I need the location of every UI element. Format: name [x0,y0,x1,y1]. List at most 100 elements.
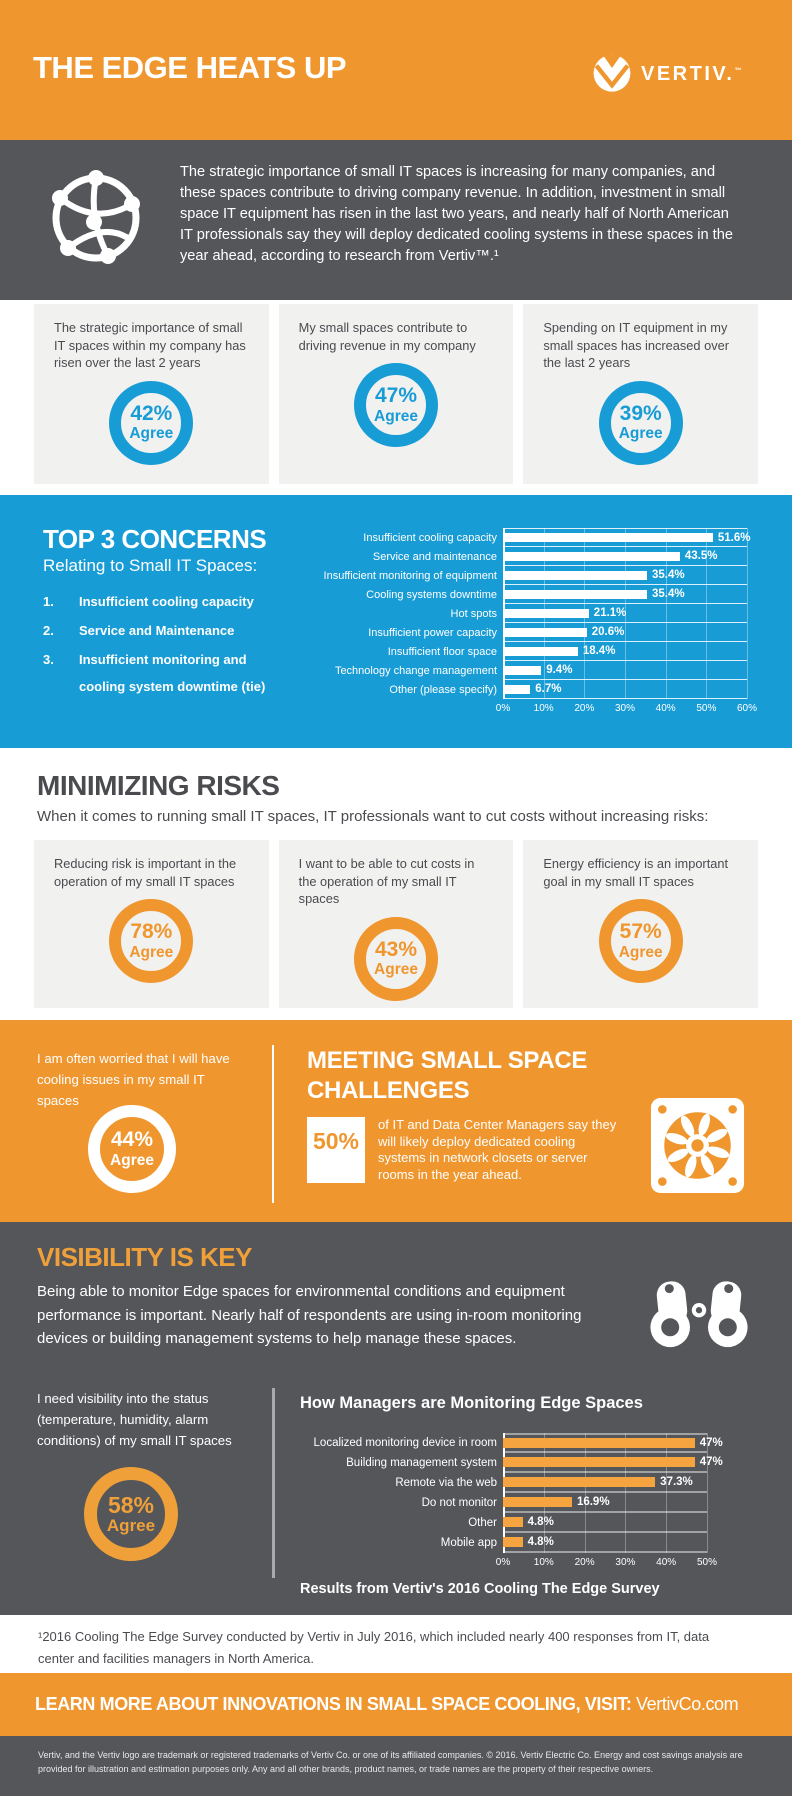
stat-statement: I want to be able to cut costs in the op… [298,856,475,906]
chart-track: 16.9% [503,1493,707,1513]
agree-label: Agree [106,1515,156,1535]
chart-value-label: 47% [699,1456,723,1468]
chart-caption: Results from Vertiv's 2016 Cooling The E… [300,1581,660,1597]
chart-value-label: 21.1% [593,607,627,619]
chart-track: 4.8% [503,1513,707,1533]
vertiv-logo: VERTIV.™ [592,54,741,94]
list-item: 2. Service and Maintenance [43,617,293,644]
chart-bar [503,1477,656,1487]
chart-category-label: Insufficient monitoring of equipment [323,569,497,582]
trademark-symbol: ™ [734,66,742,74]
top-concerns-section: TOP 3 CONCERNS Relating to Small IT Spac… [0,495,792,748]
cta-link[interactable]: VertivCo.com [636,1694,739,1714]
chart-value-label: 18.4% [582,645,616,657]
chart-value-label: 37.3% [660,1476,693,1488]
stat-statement: I am often worried that I will have cool… [37,1051,230,1108]
chart-bar [503,570,647,580]
binoculars-icon [650,1281,748,1348]
chart-value-label: 20.6% [591,626,625,638]
chart-category-label: Mobile app [440,1537,497,1549]
agree-ring: 47% Agree [354,363,438,447]
chart-category-label: Insufficient floor space [387,645,497,658]
agree-label: Agree [618,425,663,442]
chart-title: How Managers are Monitoring Edge Spaces [300,1394,643,1412]
list-item: 1. Insufficient cooling capacity [43,588,293,615]
chart-category-label: Service and maintenance [372,550,497,563]
chart-gridline [625,1433,627,1553]
chart-bar [503,1497,572,1507]
stat-value: 44% [110,1128,154,1152]
chart-bar [503,1438,695,1448]
chart-gridline [543,1433,545,1553]
stat-statement: My small spaces contribute to driving re… [298,320,476,353]
vertiv-logo-icon [593,54,631,92]
agree-label: Agree [129,425,174,442]
chart-gridline [666,1433,668,1553]
chart-tick-label: 50% [696,1557,718,1568]
top-concerns-chart: Insufficient cooling capacity 51.6% Servic… [285,528,757,719]
stat-value: 78% [130,920,173,944]
chart-row: Insufficient floor space 18.4% [285,642,747,661]
chart-bar [503,646,578,656]
vertical-divider [272,1388,275,1578]
chart-bar [503,551,680,561]
list-number: 2. [43,623,54,638]
agree-ring: 44% Agree [88,1105,176,1193]
chart-gridline [584,1433,586,1553]
stat-card: Spending on IT equipment in my small spa… [523,304,759,484]
chart-category-label: Localized monitoring device in room [313,1437,497,1449]
cta-text: LEARN MORE ABOUT INNOVATIONS IN SMALL SP… [35,1694,775,1715]
chart-gridline [625,528,626,699]
chart-value-label: 4.8% [527,1536,554,1548]
big-stat-box: 50% [307,1117,365,1183]
chart-track: 9.4% [503,661,747,680]
chart-row: Mobile app 4.8% [300,1533,707,1553]
section-title: TOP 3 CONCERNS [43,524,267,554]
chart-tick-label: 30% [615,1557,636,1568]
chart-row: Localized monitoring device in room 47% [300,1433,723,1453]
chart-value-label: 9.4% [546,664,573,676]
chart-track: 21.1% [503,604,747,623]
header-banner: THE EDGE HEATS UP VERTIV.™ [0,0,792,140]
chart-row: Service and maintenance 43.5% [285,547,747,566]
footnote-section: ¹2016 Cooling The Edge Survey conducted … [0,1615,792,1673]
disclaimer-section: Vertiv, and the Vertiv logo are trademar… [0,1736,792,1796]
chart-track: 43.5% [503,547,747,566]
stat-value: 57% [619,920,662,944]
chart-tick-label: 0% [495,703,511,714]
stat-value: 43% [374,937,418,961]
big-stat-value: 50% [312,1128,360,1154]
chart-track: 37.3% [503,1473,707,1493]
section-title: VISIBILITY IS KEY [37,1242,252,1272]
stat-card: I want to be able to cut costs in the op… [278,840,514,1008]
stat-card: The strategic importance of small IT spa… [34,304,269,484]
chart-tick-label: 50% [696,703,717,714]
stat-card: Reducing risk is important in the operat… [34,840,269,1008]
chart-bar [503,684,531,694]
chart-gridline [747,528,748,699]
chart-value-label: 47% [699,1437,723,1449]
vertiv-wordmark: VERTIV.™ [641,62,742,85]
chart-row: Insufficient cooling capacity 51.6% [285,528,750,547]
agree-ring: 78% Agree [109,899,194,983]
list-text: Service and Maintenance [79,623,235,638]
chart-track: 47% [503,1433,723,1453]
stats-row-blue: The strategic importance of small IT spa… [0,300,792,495]
chart-bar [503,627,587,637]
chart-gridline [706,528,708,699]
list-number: 1. [43,594,54,609]
section-subtitle: When it comes to running small IT spaces… [37,808,709,825]
stat-statement: Spending on IT equipment in my small spa… [543,320,729,370]
stat-statement: I need visibility into the status (tempe… [37,1391,232,1448]
chart-track: 47% [503,1453,723,1473]
chart-value-label: 4.8% [527,1516,554,1528]
agree-label: Agree [618,943,663,961]
stat-statement: The strategic importance of small IT spa… [54,320,246,370]
chart-value-label: 43.5% [684,550,718,562]
chart-bar [503,1517,523,1527]
chart-category-label: Technology change management [334,664,497,677]
chart-rows: Localized monitoring device in room 47% Bu… [300,1433,723,1553]
agree-ring: 42% Agree [109,380,194,465]
minimizing-risks-section: MINIMIZING RISKS When it comes to runnin… [0,748,792,1020]
chart-gridline [503,1433,505,1553]
